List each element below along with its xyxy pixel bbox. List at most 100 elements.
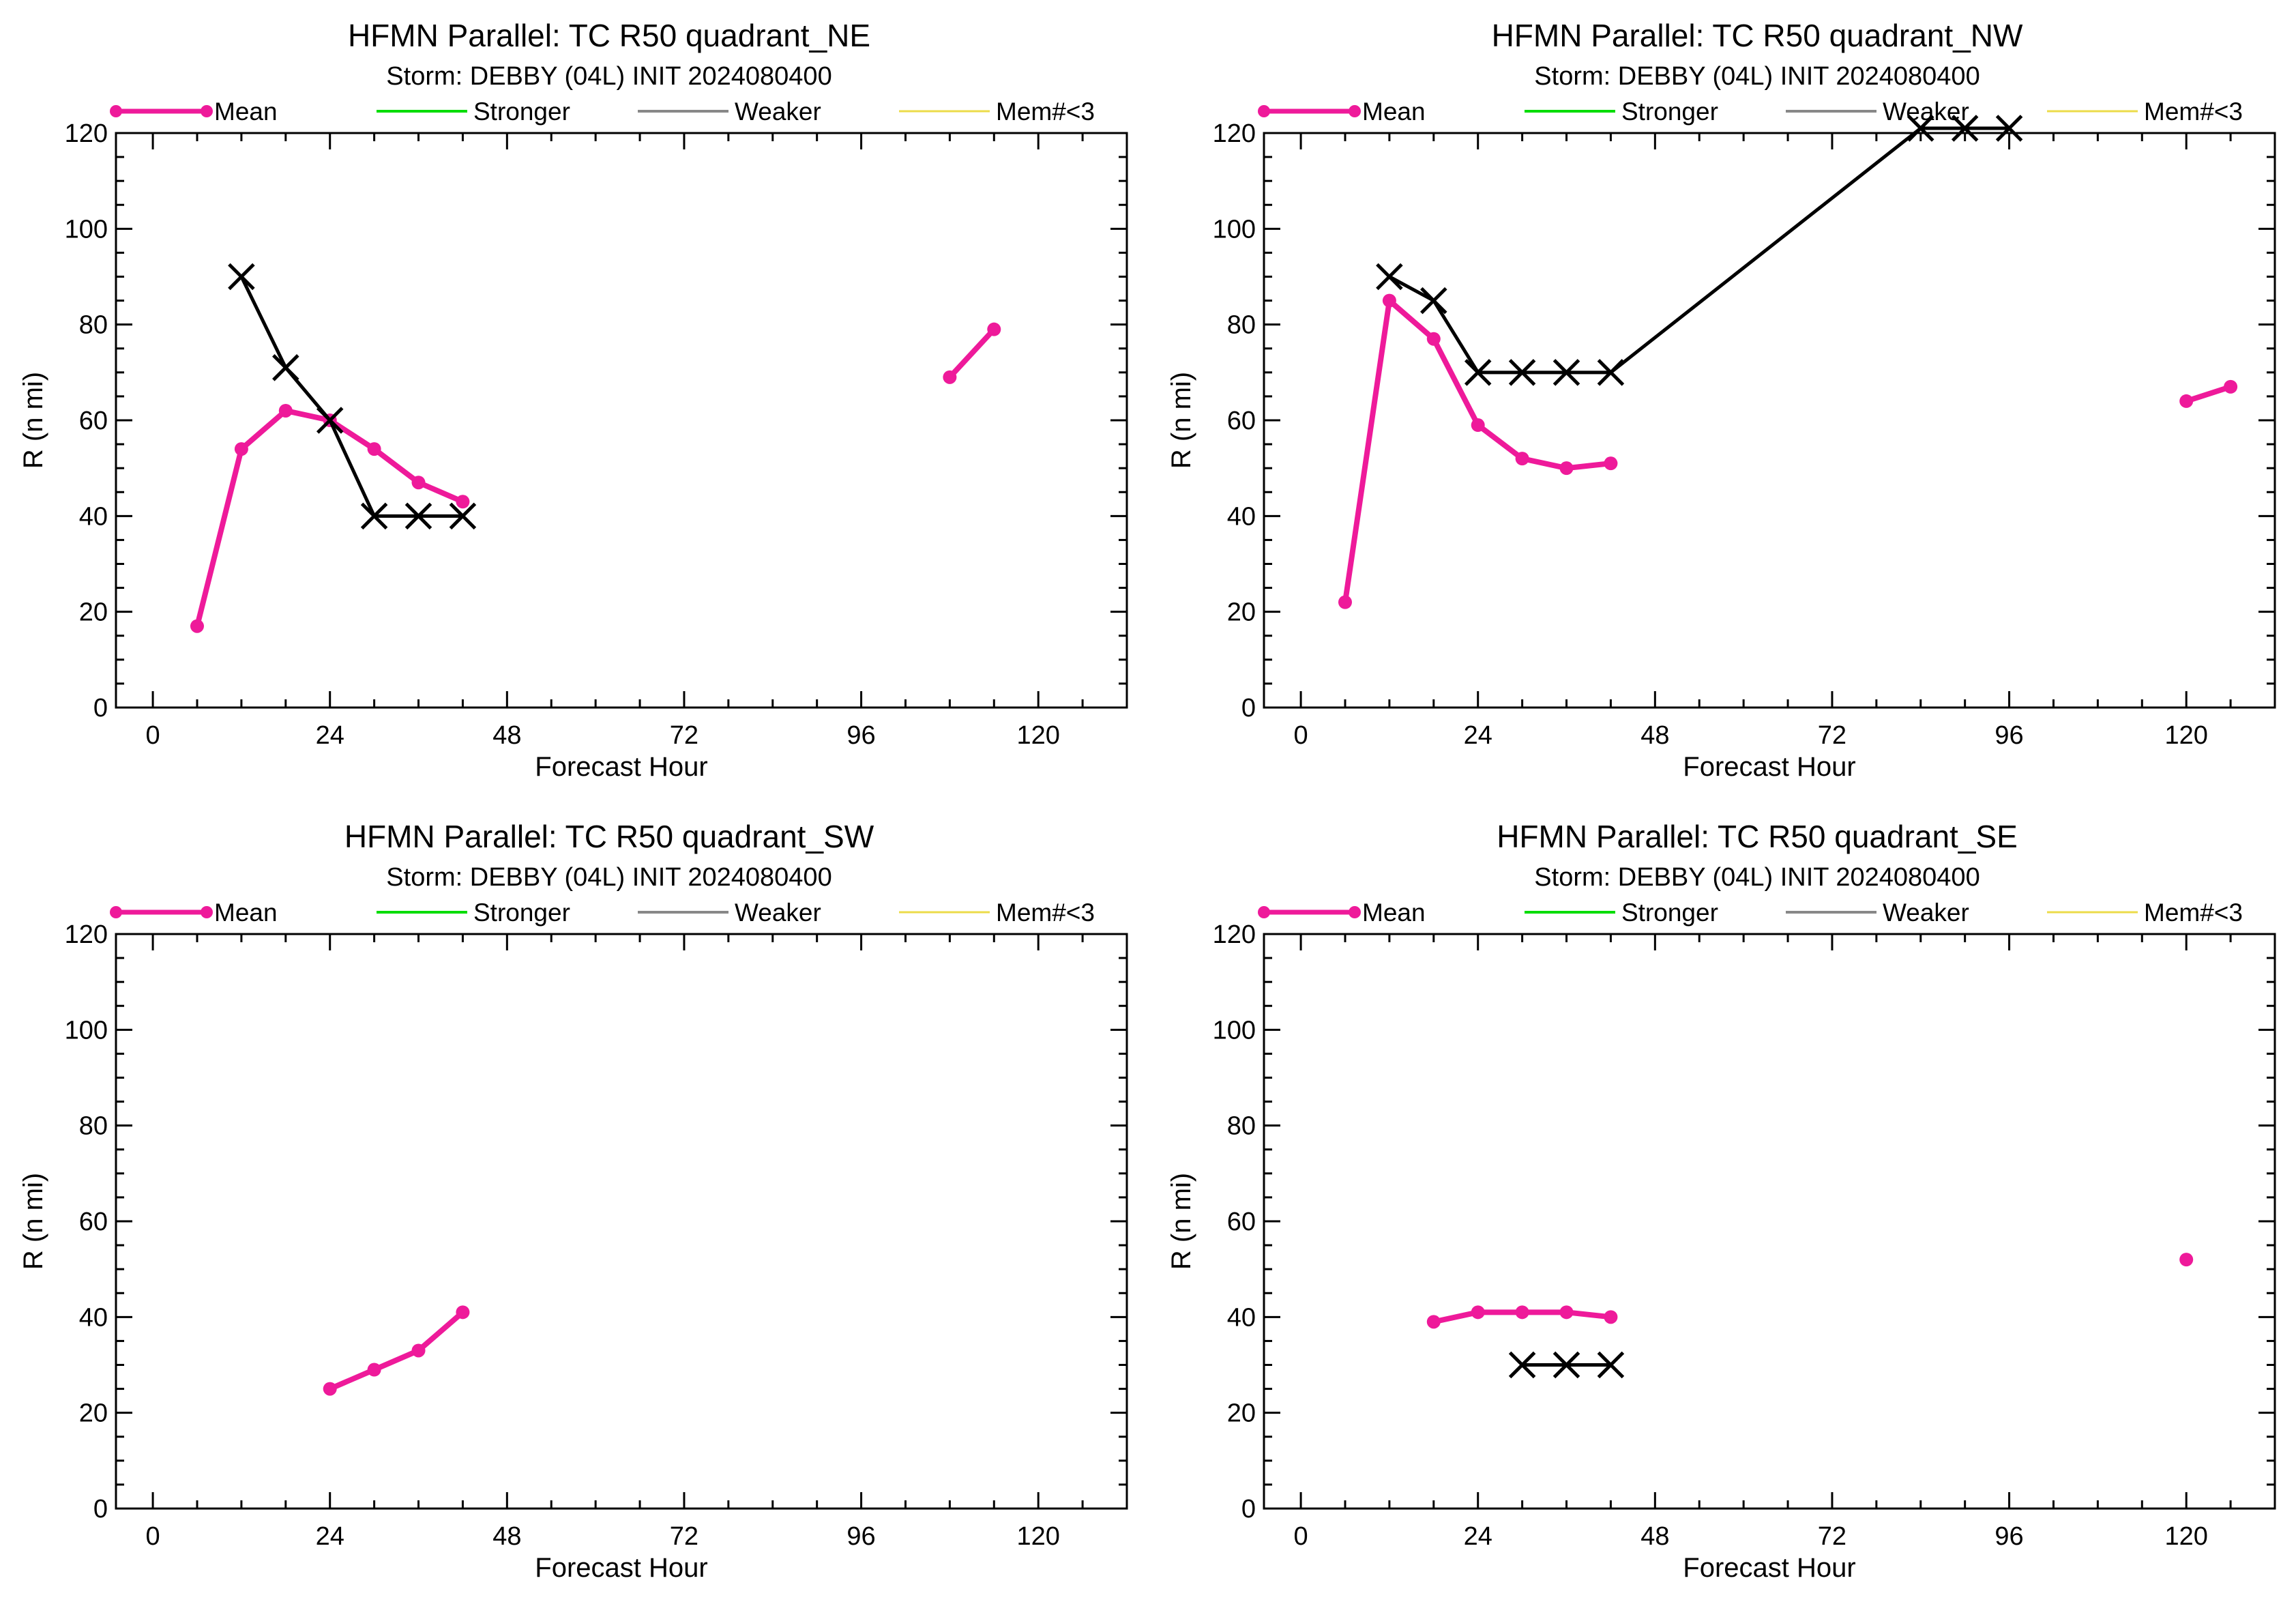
legend-few-members-label: Mem#<3 — [996, 98, 1095, 126]
chart-subtitle: Storm: DEBBY (04L) INIT 2024080400 — [386, 863, 831, 892]
legend-stronger-label: Stronger — [473, 899, 570, 927]
best-track-marker — [1376, 263, 1403, 291]
best-track-marker — [1951, 115, 1979, 142]
mean-point — [1604, 456, 1618, 471]
best-track-marker — [1508, 359, 1536, 386]
chart-title: HFMN Parallel: TC R50 quadrant_SW — [344, 819, 874, 854]
y-tick-label: 40 — [1227, 1303, 1256, 1332]
y-tick-label: 120 — [65, 119, 108, 148]
chart-subtitle: Storm: DEBBY (04L) INIT 2024080400 — [1534, 863, 1979, 892]
y-tick-label: 20 — [1227, 1399, 1256, 1428]
y-tick-label: 60 — [79, 407, 108, 435]
y-tick-label: 20 — [79, 1399, 108, 1428]
legend-mean-label: Mean — [214, 899, 278, 927]
x-tick-label: 120 — [2164, 1522, 2207, 1551]
x-tick-label: 0 — [146, 721, 160, 750]
best-track-marker — [1552, 359, 1580, 386]
y-axis-label: R (n mi) — [18, 1173, 48, 1270]
plot-frame — [1263, 132, 2276, 709]
best-track-marker — [316, 407, 344, 434]
mean-point — [278, 403, 293, 418]
mean-point — [1426, 332, 1441, 346]
x-tick-label: 24 — [1464, 721, 1492, 750]
legend-mean-marker — [1258, 105, 1270, 117]
legend: Mean Stronger Weaker Mem#<3 — [1258, 899, 2243, 927]
best-track-marker — [1420, 287, 1447, 315]
plot-frame — [115, 933, 1128, 1510]
chart-panel: HFMN Parallel: TC R50 quadrant_SE Storm: … — [1166, 819, 2276, 1583]
mean-line — [1342, 297, 1614, 605]
mean-point — [367, 1363, 381, 1377]
x-tick-label: 24 — [316, 1522, 344, 1551]
legend-stronger-label: Stronger — [1621, 899, 1718, 927]
best-track-line — [239, 276, 463, 518]
mean-line — [327, 1309, 466, 1392]
x-tick-label: 120 — [1016, 1522, 1059, 1551]
y-tick-label: 80 — [79, 311, 108, 340]
mean-point — [1604, 1310, 1618, 1324]
mean-point — [1515, 452, 1529, 466]
y-tick-label: 40 — [1227, 502, 1256, 531]
y-tick-label: 20 — [79, 598, 108, 627]
x-tick-label: 72 — [1818, 721, 1846, 750]
legend-mean-marker — [1349, 105, 1361, 117]
legend-few-members-label: Mem#<3 — [2144, 98, 2243, 126]
legend-mean-marker — [110, 105, 122, 117]
best-track-marker — [404, 502, 432, 530]
legend-mean-marker — [1349, 906, 1361, 918]
y-axis-label: R (n mi) — [18, 372, 48, 469]
x-tick-label: 120 — [2164, 721, 2207, 750]
y-tick-label: 60 — [1227, 407, 1256, 435]
mean-point — [234, 442, 248, 456]
x-tick-label: 72 — [670, 721, 698, 750]
legend: Mean Stronger Weaker Mem#<3 — [1258, 98, 2243, 126]
x-tick-label: 96 — [1995, 1522, 2023, 1551]
best-track-marker — [1508, 1351, 1536, 1379]
y-tick-label: 40 — [79, 502, 108, 531]
x-tick-label: 0 — [1294, 721, 1308, 750]
x-tick-label: 24 — [316, 721, 344, 750]
x-tick-label: 48 — [492, 1522, 521, 1551]
x-tick-label: 48 — [1640, 721, 1669, 750]
y-tick-label: 0 — [93, 694, 108, 723]
plot-frame — [1263, 933, 2276, 1510]
x-tick-label: 96 — [847, 721, 875, 750]
y-tick-label: 80 — [1227, 1112, 1256, 1141]
mean-point — [943, 370, 957, 384]
best-track-marker — [360, 502, 388, 530]
mean-point — [411, 476, 426, 490]
legend-weaker-label: Weaker — [735, 98, 821, 126]
mean-point — [1426, 1315, 1441, 1329]
y-tick-label: 80 — [1227, 311, 1256, 340]
legend-few-members-label: Mem#<3 — [996, 899, 1095, 927]
chart-panel: HFMN Parallel: TC R50 quadrant_NW Storm: … — [1166, 18, 2276, 782]
x-axis-label: Forecast Hour — [535, 1553, 707, 1583]
chart-panel: HFMN Parallel: TC R50 quadrant_NE Storm: … — [18, 18, 1128, 782]
mean-point — [1471, 1305, 1485, 1320]
legend-mean-marker — [1258, 906, 1270, 918]
x-tick-label: 96 — [847, 1522, 875, 1551]
legend-weaker-label: Weaker — [735, 899, 821, 927]
y-tick-label: 60 — [79, 1208, 108, 1236]
y-axis-label: R (n mi) — [1166, 1173, 1196, 1270]
x-tick-label: 0 — [146, 1522, 160, 1551]
chart-title: HFMN Parallel: TC R50 quadrant_SE — [1497, 819, 2018, 854]
legend-weaker-label: Weaker — [1883, 899, 1969, 927]
mean-point — [1338, 595, 1352, 609]
x-axis-label: Forecast Hour — [535, 752, 707, 782]
x-tick-label: 72 — [1818, 1522, 1846, 1551]
y-tick-label: 120 — [1213, 119, 1256, 148]
legend-mean-marker — [201, 105, 213, 117]
legend: Mean Stronger Weaker Mem#<3 — [110, 98, 1095, 126]
mean-point — [2224, 379, 2238, 394]
x-axis-label: Forecast Hour — [1683, 1553, 1855, 1583]
y-tick-label: 0 — [1241, 694, 1256, 723]
y-tick-label: 120 — [1213, 920, 1256, 949]
y-tick-label: 100 — [65, 1016, 108, 1045]
mean-point — [1471, 418, 1485, 433]
x-tick-label: 48 — [492, 721, 521, 750]
mean-line — [2183, 383, 2234, 404]
best-track-marker — [1597, 1351, 1625, 1379]
chart-title: HFMN Parallel: TC R50 quadrant_NE — [348, 18, 870, 53]
